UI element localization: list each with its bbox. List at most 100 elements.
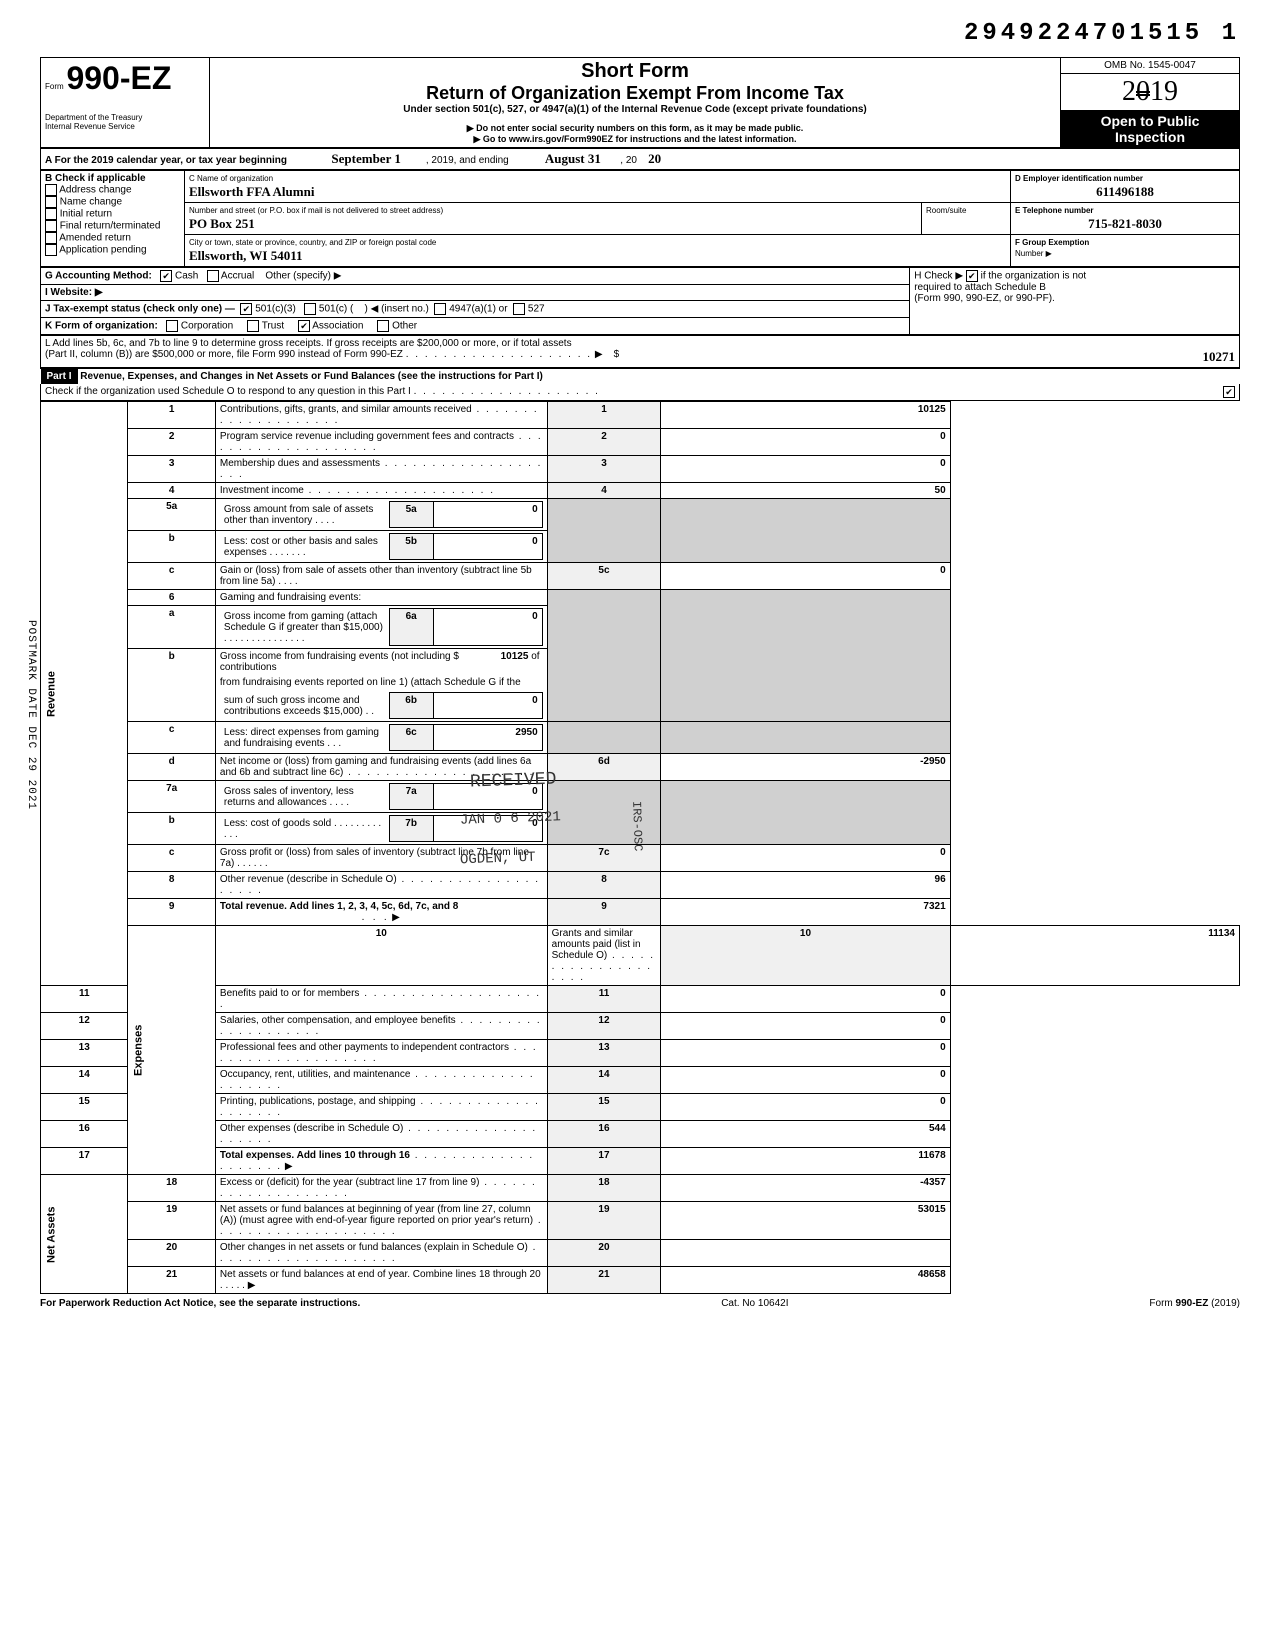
room-suite-label: Room/suite (926, 206, 966, 215)
lbl-address-change: Address change (59, 185, 131, 196)
ein-value: 611496188 (1015, 184, 1235, 200)
lbl-trust: Trust (262, 321, 284, 332)
section-l-text2: (Part II, column (B)) are $500,000 or mo… (45, 349, 403, 360)
line-6b-desc3: sum of such gross income and contributio… (224, 695, 363, 717)
form-prefix: Form (45, 82, 64, 91)
line-6c-num: c (128, 722, 215, 754)
section-f-number: Number ▶ (1015, 249, 1052, 258)
line-21-num: 21 (128, 1267, 215, 1294)
line-16-val: 544 (661, 1121, 950, 1148)
line-20-val (661, 1240, 950, 1267)
line-13-key: 13 (547, 1040, 661, 1067)
form-number: 990-EZ (66, 60, 171, 96)
line-12-desc: Salaries, other compensation, and employ… (220, 1015, 456, 1026)
section-l-value: 10271 (1203, 349, 1236, 365)
chk-accrual[interactable] (207, 270, 219, 282)
line-1-val: 10125 (661, 402, 950, 429)
lbl-501c3: 501(c)(3) (255, 304, 296, 315)
chk-cash[interactable] (160, 270, 172, 282)
line-15-num: 15 (41, 1094, 128, 1121)
line-19-key: 19 (547, 1202, 661, 1240)
irs-label: Internal Revenue Service (45, 122, 205, 131)
line-6d-key: 6d (547, 754, 661, 781)
lbl-4947: 4947(a)(1) or (449, 304, 507, 315)
line-1-desc: Contributions, gifts, grants, and simila… (220, 404, 472, 415)
section-f-label: F Group Exemption (1015, 238, 1089, 247)
chk-4947[interactable] (434, 303, 446, 315)
expenses-vert-label: Expenses (128, 926, 215, 1175)
line-7a-desc: Gross sales of inventory, less returns a… (224, 786, 354, 808)
line-20-key: 20 (547, 1240, 661, 1267)
revenue-vert-label: Revenue (41, 402, 128, 986)
line-2-desc: Program service revenue including govern… (220, 431, 514, 442)
line-6c-val: 2950 (433, 725, 542, 751)
chk-initial-return[interactable] (45, 208, 57, 220)
chk-address-change[interactable] (45, 184, 57, 196)
line-6a-desc: Gross income from gaming (attach Schedul… (224, 611, 383, 633)
line-3-key: 3 (547, 456, 661, 483)
chk-name-change[interactable] (45, 196, 57, 208)
line-7b-desc: Less: cost of goods sold (224, 818, 331, 829)
chk-trust[interactable] (247, 320, 259, 332)
line-7b-num: b (128, 813, 215, 845)
open-public-2: Inspection (1065, 129, 1235, 145)
line-6a-val: 0 (433, 609, 542, 646)
chk-corporation[interactable] (166, 320, 178, 332)
line-19-desc: Net assets or fund balances at beginning… (220, 1204, 533, 1226)
line-6b-desc2: from fundraising events reported on line… (215, 675, 547, 690)
line-8-val: 96 (661, 872, 950, 899)
line-7a-key: 7a (389, 784, 433, 810)
line-5b-val: 0 (433, 534, 542, 560)
line-21-arrow: ▶ (248, 1280, 256, 1291)
line-17-arrow: ▶ (285, 1161, 293, 1172)
part1-title: Revenue, Expenses, and Changes in Net As… (80, 371, 543, 382)
line-6c-desc: Less: direct expenses from gaming and fu… (224, 727, 379, 749)
org-info-block: B Check if applicable Address change Nam… (40, 170, 1240, 267)
ssn-warning: ▶ Do not enter social security numbers o… (214, 123, 1056, 134)
line-20-desc: Other changes in net assets or fund bala… (220, 1242, 528, 1253)
chk-501c3[interactable] (240, 303, 252, 315)
line-5c-val: 0 (661, 563, 950, 590)
addr-label: Number and street (or P.O. box if mail i… (189, 206, 443, 215)
chk-527[interactable] (513, 303, 525, 315)
chk-schedule-o-part1[interactable] (1223, 386, 1235, 398)
line-4-num: 4 (128, 483, 215, 499)
line-4-val: 50 (661, 483, 950, 499)
footer-left: For Paperwork Reduction Act Notice, see … (40, 1298, 360, 1309)
lbl-corporation: Corporation (181, 321, 233, 332)
line-2-val: 0 (661, 429, 950, 456)
line-17-desc: Total expenses. Add lines 10 through 16 (220, 1150, 410, 1161)
line-18-val: -4357 (661, 1175, 950, 1202)
line-4-desc: Investment income (220, 485, 304, 496)
line-12-num: 12 (41, 1013, 128, 1040)
chk-association[interactable] (298, 320, 310, 332)
telephone-value: 715-821-8030 (1015, 216, 1235, 232)
chk-501c[interactable] (304, 303, 316, 315)
part1-label: Part I (41, 369, 78, 384)
line-18-key: 18 (547, 1175, 661, 1202)
chk-amended-return[interactable] (45, 232, 57, 244)
section-e-label: E Telephone number (1015, 206, 1094, 215)
section-i: I Website: ▶ (45, 287, 103, 298)
section-g-label: G Accounting Method: (45, 271, 152, 282)
line-5a-desc: Gross amount from sale of assets other t… (224, 504, 374, 526)
chk-final-return[interactable] (45, 220, 57, 232)
line-3-val: 0 (661, 456, 950, 483)
line-20-num: 20 (128, 1240, 215, 1267)
section-b-label: B Check if applicable (45, 173, 146, 184)
chk-other-org[interactable] (377, 320, 389, 332)
title-main: Return of Organization Exempt From Incom… (214, 83, 1056, 104)
line-5b-key: 5b (389, 534, 433, 560)
chk-application-pending[interactable] (45, 244, 57, 256)
line-6b-key: 6b (389, 693, 433, 719)
line-6-num: 6 (128, 590, 215, 606)
line-6a-key: 6a (389, 609, 433, 646)
line-12-key: 12 (547, 1013, 661, 1040)
open-public-1: Open to Public (1065, 113, 1235, 129)
section-l: L Add lines 5b, 6c, and 7b to line 9 to … (40, 335, 1240, 369)
section-a-row: A For the 2019 calendar year, or tax yea… (40, 148, 1240, 170)
form-header: Form 990-EZ Short Form Return of Organiz… (40, 57, 1240, 148)
line-7b-key: 7b (389, 816, 433, 842)
line-8-num: 8 (128, 872, 215, 899)
chk-schedule-b[interactable] (966, 270, 978, 282)
